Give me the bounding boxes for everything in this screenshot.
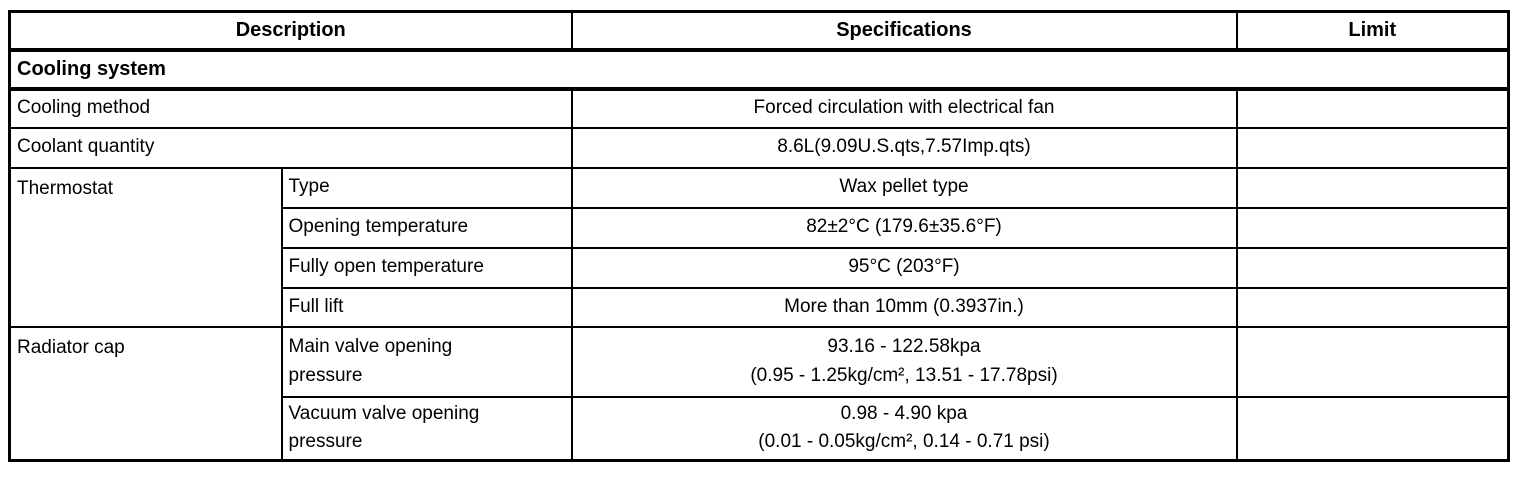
table-row: Fully open temperature 95°C (203°F) (10, 246, 1510, 289)
header-description: Description (8, 10, 573, 52)
row-vacuum-valve-pressure-label: Vacuum valve opening pressure (280, 395, 573, 462)
row-thermostat-type-spec: Wax pellet type (570, 166, 1238, 209)
row-opening-temperature-label: Opening temperature (280, 206, 573, 249)
row-coolant-quantity-label: Coolant quantity (8, 126, 573, 169)
row-full-lift-label: Full lift (280, 286, 573, 328)
table-row: Vacuum valve opening pressure 0.98 - 4.9… (10, 395, 1510, 462)
row-main-valve-pressure-spec: 93.16 - 122.58kpa (0.95 - 1.25kg/cm², 13… (570, 325, 1238, 398)
table-row: Radiator cap Main valve opening pressure… (8, 325, 1510, 462)
row-fully-open-temperature-spec: 95°C (203°F) (570, 246, 1238, 289)
row-coolant-quantity-spec: 8.6L(9.09U.S.qts,7.57Imp.qts) (570, 126, 1238, 169)
row-thermostat-type-limit (1235, 166, 1510, 209)
table-row: Full lift More than 10mm (0.3937in.) (10, 286, 1510, 328)
section-title: Cooling system (8, 48, 1510, 91)
row-vacuum-valve-pressure-spec: 0.98 - 4.90 kpa (0.01 - 0.05kg/cm², 0.14… (570, 395, 1238, 462)
row-coolant-quantity-limit (1235, 126, 1510, 169)
section-row: Cooling system (8, 48, 1510, 91)
specifications-table: Description Specifications Limit Cooling… (8, 10, 1510, 462)
row-main-valve-pressure-label: Main valve opening pressure (280, 325, 573, 398)
row-opening-temperature-limit (1235, 206, 1510, 249)
row-fully-open-temperature-label: Fully open temperature (280, 246, 573, 289)
row-full-lift-spec: More than 10mm (0.3937in.) (570, 286, 1238, 328)
row-opening-temperature-spec: 82±2°C (179.6±35.6°F) (570, 206, 1238, 249)
table-row: Opening temperature 82±2°C (179.6±35.6°F… (10, 206, 1510, 249)
row-vacuum-valve-pressure-limit (1235, 395, 1510, 462)
header-limit: Limit (1235, 10, 1510, 52)
table-row: Coolant quantity 8.6L(9.09U.S.qts,7.57Im… (8, 126, 1510, 169)
table-row: Cooling method Forced circulation with e… (8, 87, 1510, 129)
row-fully-open-temperature-limit (1235, 246, 1510, 289)
table-row: Thermostat Type Wax pellet type (8, 166, 1510, 328)
row-main-valve-pressure-limit (1235, 325, 1510, 398)
group-radiator-cap-label: Radiator cap (8, 325, 283, 462)
header-specifications: Specifications (570, 10, 1238, 52)
row-cooling-method-spec: Forced circulation with electrical fan (570, 87, 1238, 129)
row-thermostat-type-label: Type (280, 166, 573, 209)
row-cooling-method-label: Cooling method (8, 87, 573, 129)
row-cooling-method-limit (1235, 87, 1510, 129)
row-full-lift-limit (1235, 286, 1510, 328)
group-thermostat-label: Thermostat (8, 166, 283, 328)
header-row: Description Specifications Limit (8, 10, 1510, 52)
